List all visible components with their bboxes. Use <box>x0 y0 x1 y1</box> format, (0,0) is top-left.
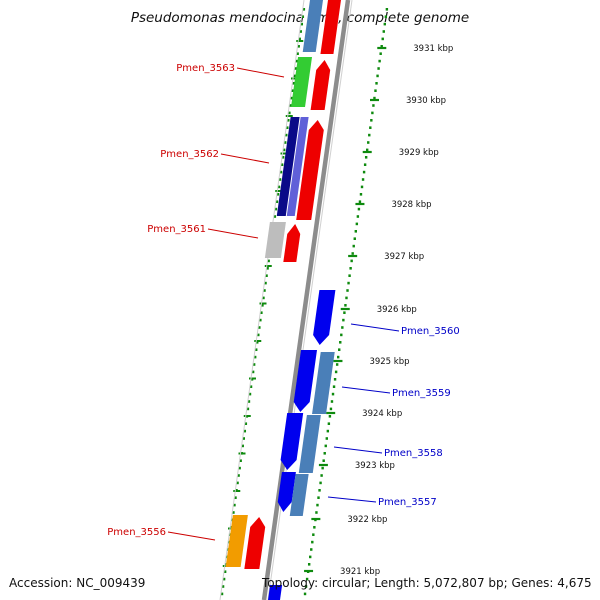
gene-arrow-red <box>310 60 331 110</box>
gene-arrow-red <box>283 224 301 262</box>
gene-label-leader <box>167 531 216 541</box>
scale-tick-label: 3924 kbp <box>362 409 402 419</box>
gene-label: Pmen_3556 <box>107 527 166 538</box>
gene-label: Pmen_3558 <box>384 448 443 459</box>
scale-tick-label: 3926 kbp <box>377 305 417 315</box>
map-title: Pseudomonas mendocina ymp, complete geno… <box>131 10 469 26</box>
gene-label-leader <box>236 67 285 78</box>
backbone-left-edge <box>219 0 305 600</box>
gene-block-steelblue <box>312 352 335 414</box>
backbone-right-edge <box>267 0 353 600</box>
gene-block-navy <box>276 117 300 216</box>
gene-label: Pmen_3561 <box>147 224 206 235</box>
gene-block-top-red <box>320 0 341 54</box>
gene-label: Pmen_3563 <box>176 63 235 74</box>
gene-block-top-steelblue <box>302 0 323 52</box>
gene-arrow-blue <box>280 413 304 470</box>
gene-label: Pmen_3562 <box>160 149 219 160</box>
gene-arrow-red <box>296 120 324 220</box>
gene-block-steelblue <box>289 474 309 516</box>
gene-label-leader <box>341 386 391 394</box>
gene-block-silver <box>264 222 286 258</box>
backbone-line <box>261 0 351 600</box>
gene-arrow-red <box>244 517 266 569</box>
map-layer: 3931 kbp 3930 kbp 3929 kbp 3928 kbp 3927 kbp… <box>107 0 460 600</box>
gene-label: Pmen_3557 <box>378 497 437 508</box>
scale-tick-label: 3929 kbp <box>399 148 439 158</box>
scale-tick-label: 3923 kbp <box>355 461 395 471</box>
gene-block-green <box>291 57 313 107</box>
gene-block-slate <box>286 117 309 216</box>
gene-block-orange <box>225 515 248 567</box>
gene-label-leader <box>207 228 259 239</box>
gene-block-steelblue <box>298 415 321 473</box>
scale-tick-label: 3931 kbp <box>413 44 453 54</box>
gene-label-leader <box>350 323 400 332</box>
gene-label-leader <box>327 496 377 503</box>
gene-arrow-blue <box>277 472 296 512</box>
scale-tick-label: 3927 kbp <box>384 252 424 262</box>
gene-label-leader <box>333 446 383 454</box>
topology-text: Topology: circular; Length: 5,072,807 bp… <box>261 576 592 590</box>
gene-arrow-blue <box>293 350 317 412</box>
gene-arrow-blue <box>313 290 336 345</box>
scale-tick-label: 3928 kbp <box>391 200 431 210</box>
accession-text: Accession: NC_009439 <box>9 576 145 590</box>
gene-label-leader <box>220 153 270 164</box>
scale-tick-label: 3925 kbp <box>369 357 409 367</box>
scale-tick-label: 3922 kbp <box>347 515 387 525</box>
gene-label: Pmen_3559 <box>392 388 451 399</box>
gene-block-bottom-blue <box>268 585 283 600</box>
scale-tick-label: 3930 kbp <box>406 96 446 106</box>
gene-label: Pmen_3560 <box>401 326 460 337</box>
scale-tick-label: 3921 kbp <box>340 567 380 577</box>
